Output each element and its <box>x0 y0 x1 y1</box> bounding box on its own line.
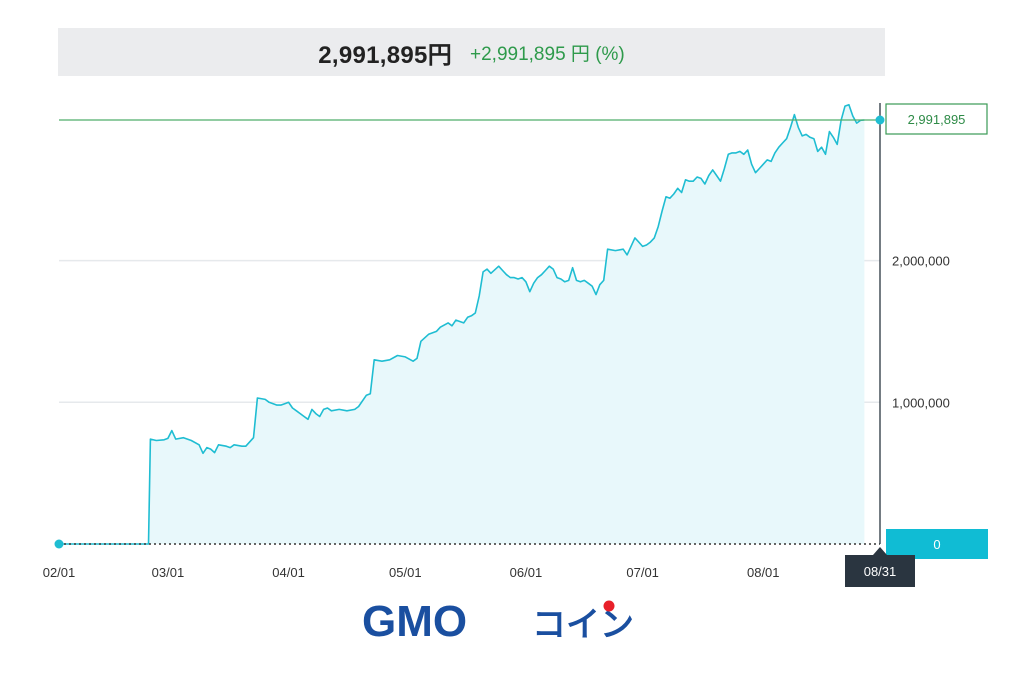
x-tick-label-4: 06/01 <box>510 565 543 580</box>
total-value: 2,991,895円 <box>318 41 453 69</box>
x-tick-label-1: 03/01 <box>152 565 185 580</box>
x-tick-label-5: 07/01 <box>626 565 659 580</box>
last-point <box>875 115 885 125</box>
asset-chart[interactable]: 2,991,895 0 02/01 03/01 04/01 05/01 06/01 07/… <box>0 0 1024 600</box>
logo-red-dot <box>603 600 615 612</box>
logo-latin: GMO <box>362 598 467 644</box>
x-tick-label-3: 05/01 <box>389 565 422 580</box>
x-tick-label-2: 04/01 <box>272 565 305 580</box>
asset-area <box>59 104 865 544</box>
y-tick-label-1: 2,000,000 <box>892 254 950 269</box>
change-value: +2,991,895 円 (%) <box>470 43 625 65</box>
x-axis-ticks: 02/01 03/01 04/01 05/01 06/01 07/01 08/01 <box>43 565 780 580</box>
logo-kana: コイン <box>532 605 634 644</box>
asset-line <box>59 103 865 545</box>
y-tick-label-0: 1,000,000 <box>892 395 950 410</box>
cursor-date-tag: 08/31 <box>845 547 915 587</box>
x-tick-label-6: 08/01 <box>747 565 780 580</box>
x-tick-label-0: 02/01 <box>43 565 76 580</box>
cursor-value-label: 0 <box>933 537 940 552</box>
cursor-value-tag: 0 <box>886 529 988 559</box>
last-value-label: 2,991,895 <box>908 112 966 127</box>
logo-mark: GMO コイン <box>362 597 634 646</box>
start-point <box>54 539 64 549</box>
gmo-coin-logo: GMO コイン <box>0 597 1024 649</box>
summary-header: 2,991,895円 +2,991,895 円 (%) <box>58 28 885 76</box>
y-axis-ticks: 1,000,000 2,000,000 <box>892 254 950 411</box>
cursor-date-label: 08/31 <box>864 564 897 579</box>
last-value-tag: 2,991,895 <box>885 103 988 135</box>
